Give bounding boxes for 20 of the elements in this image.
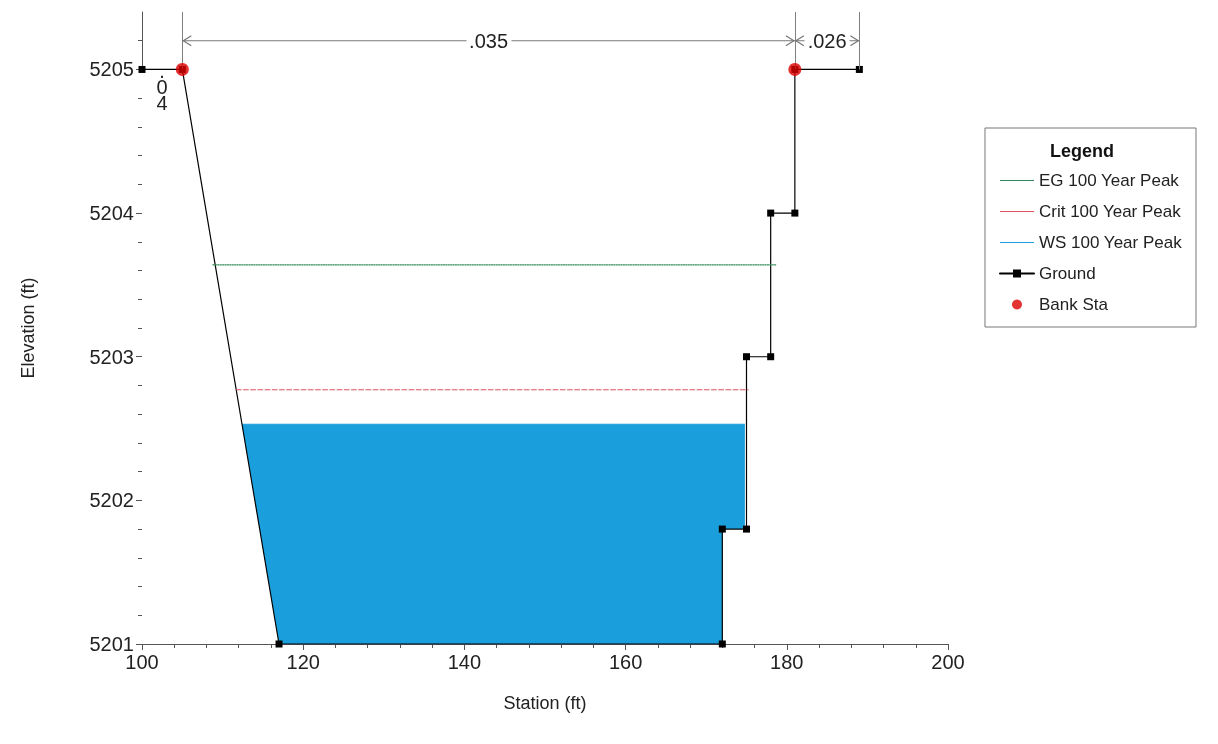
x-tick-label: 180 [770,651,804,673]
legend-label: Ground [1038,264,1096,283]
x-tick-label: 120 [286,651,320,673]
annotation: .04 [155,60,169,115]
x-tick-label: 200 [931,651,965,673]
legend-label: WS 100 Year Peak [1038,233,1183,252]
y-tick-label: 5204 [89,202,134,225]
x-tick-label: 160 [608,651,643,673]
y-tick-label: 5205 [89,58,134,81]
y-tick-label: 5203 [89,345,134,368]
annotation: .026 [804,29,850,52]
legend-label: Bank Sta [1038,295,1109,314]
y-tick-label: 5202 [89,489,134,512]
legend-title: Legend [1050,141,1115,161]
annotation: .035 [466,29,512,52]
legend-label: EG 100 Year Peak [1038,171,1180,190]
legend-label: Crit 100 Year Peak [1038,202,1182,221]
x-axis-title: Station (ft) [503,693,587,713]
y-axis-title: Elevation (ft) [18,277,38,379]
x-tick-label: 140 [447,651,482,673]
